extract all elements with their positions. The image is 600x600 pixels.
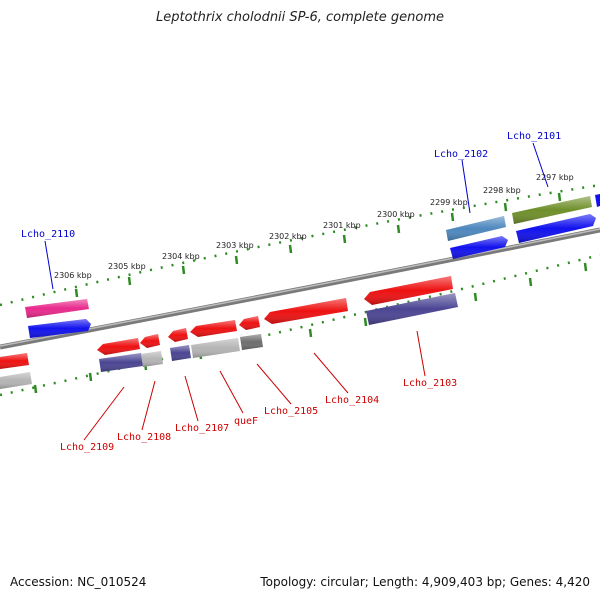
kbp-label: 2304 kbp — [162, 252, 200, 261]
gene-lcho-2102-cds[interactable] — [450, 236, 508, 259]
gene-label[interactable]: Lcho_2104 — [325, 395, 379, 406]
gene-label[interactable]: Lcho_2107 — [175, 423, 229, 434]
gene-label[interactable]: Lcho_2108 — [117, 432, 171, 443]
genome-backbone-highlight — [0, 228, 600, 347]
tick-mark — [88, 372, 93, 382]
tick-mark — [33, 384, 38, 394]
gene-lcho-2109[interactable] — [97, 338, 140, 355]
gene-lcho-2108-cds[interactable] — [141, 351, 163, 367]
gene-edge-left-red[interactable] — [0, 353, 29, 369]
gene-lcho-2105-cds[interactable] — [240, 334, 263, 350]
major-ticks — [33, 192, 588, 394]
accession-text: Accession: NC_010524 — [10, 575, 147, 589]
gene-lcho-2101[interactable] — [512, 196, 592, 224]
tick-mark — [74, 288, 79, 298]
leader-lines-top — [44, 142, 549, 290]
gene-edge-left-gray[interactable] — [0, 372, 32, 389]
gene-edge-right[interactable] — [595, 194, 600, 207]
leader-lines-bottom — [83, 330, 426, 441]
gene-labels-top: Lcho_2110 Lcho_2102 Lcho_2101 — [21, 131, 561, 240]
gene-label[interactable]: Lcho_2109 — [60, 442, 114, 453]
lower-tick-track — [0, 253, 600, 397]
tick-mark — [363, 317, 368, 327]
gene-label[interactable]: Lcho_2102 — [434, 149, 488, 160]
tick-mark — [234, 255, 239, 265]
tick-mark — [342, 234, 347, 244]
tick-mark — [473, 292, 478, 302]
gene-lcho-2102[interactable] — [446, 216, 506, 241]
kbp-label: 2301 kbp — [323, 221, 361, 230]
kbp-label: 2305 kbp — [108, 262, 146, 271]
kbp-label: 2306 kbp — [54, 271, 92, 280]
gene-label[interactable]: Lcho_2103 — [403, 378, 457, 389]
gene-lcho-2103[interactable] — [364, 276, 453, 305]
gene-lcho-2109-cds[interactable] — [99, 353, 143, 372]
gene-lcho-2107-cds[interactable] — [170, 345, 191, 361]
tick-mark — [503, 202, 508, 212]
kbp-label: 2298 kbp — [483, 186, 521, 195]
kbp-label: 2297 kbp — [536, 173, 574, 182]
kbp-labels: 2306 kbp 2305 kbp 2304 kbp 2303 kbp 2302… — [54, 173, 574, 280]
tick-mark — [127, 276, 132, 286]
gene-lcho-2108[interactable] — [140, 334, 160, 348]
tick-mark — [450, 212, 455, 222]
gene-lcho-2110-cds[interactable] — [28, 319, 91, 338]
gene-label[interactable]: Lcho_2105 — [264, 406, 318, 417]
gene-lcho-2101-cds[interactable] — [516, 214, 596, 243]
gene-lcho-2110[interactable] — [25, 299, 89, 318]
gene-lcho-2103-cds[interactable] — [366, 293, 458, 325]
gene-lcho-2104[interactable] — [264, 298, 348, 324]
tick-mark — [181, 265, 186, 275]
gene-label[interactable]: Lcho_2101 — [507, 131, 561, 142]
tick-mark — [583, 262, 588, 272]
map-title: Leptothrix cholodnii SP-6, complete geno… — [156, 10, 444, 25]
tick-mark — [396, 224, 401, 234]
kbp-label: 2302 kbp — [269, 232, 307, 241]
gene-lcho-2107[interactable] — [168, 328, 188, 342]
reverse-genes — [0, 276, 458, 389]
gene-labels-bottom: Lcho_2109 Lcho_2108 Lcho_2107 queF Lcho_… — [60, 378, 457, 453]
genome-stats-text: Topology: circular; Length: 4,909,403 bp… — [260, 575, 590, 589]
gene-label[interactable]: queF — [234, 416, 258, 427]
gene-quef[interactable] — [190, 320, 237, 337]
gene-lcho-2105[interactable] — [239, 316, 260, 330]
tick-mark — [308, 328, 313, 338]
kbp-label: 2299 kbp — [430, 198, 468, 207]
forward-genes — [25, 194, 600, 338]
tick-mark — [288, 244, 293, 254]
tick-mark — [557, 192, 562, 202]
gene-label[interactable]: Lcho_2110 — [21, 229, 75, 240]
gene-quef-cds[interactable] — [191, 338, 240, 358]
kbp-label: 2303 kbp — [216, 241, 254, 250]
kbp-label: 2300 kbp — [377, 210, 415, 219]
tick-mark — [528, 277, 533, 287]
